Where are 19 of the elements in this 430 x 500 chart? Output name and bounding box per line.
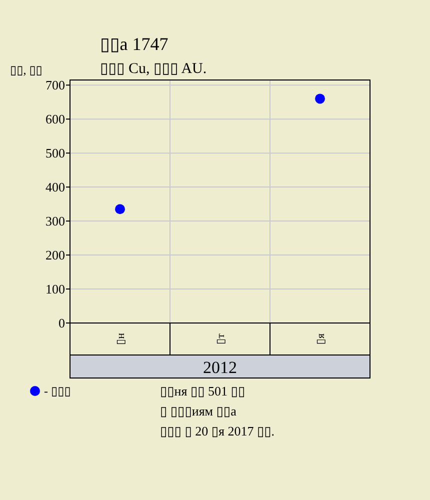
y-tick-label: 400 <box>46 180 65 195</box>
y-axis-title: ▯▯, ▯▯ <box>10 63 42 77</box>
chart-subtitle: ▯▯▯ Cu, ▯▯▯ AU. <box>100 61 207 77</box>
y-tick-label: 200 <box>46 248 65 263</box>
y-tick-label: 600 <box>46 112 65 127</box>
y-tick-label: 100 <box>46 282 65 297</box>
chart-title: ▯▯а 1747 <box>100 34 168 54</box>
text: ▯▯▯ ▯ 20 ▯я 2017 ▯▯. <box>160 424 275 439</box>
y-tick-label: 0 <box>58 316 65 331</box>
y-tick-label: 500 <box>46 146 65 161</box>
text: ▯▯ня ▯▯ 501 ▯▯ <box>160 384 246 399</box>
y-tick-label: 300 <box>46 214 65 229</box>
y-tick-label: 700 <box>46 78 65 93</box>
x-tick-label: ▯я <box>314 333 327 345</box>
x-tick-label: ▯т <box>214 333 227 344</box>
text: ▯ ▯▯▯иям ▯▯а <box>160 404 237 419</box>
legend-label: - ▯▯▯ <box>44 384 71 398</box>
x-tick-label: ▯н <box>114 332 127 345</box>
x-axis-title: 2012 <box>203 358 237 377</box>
